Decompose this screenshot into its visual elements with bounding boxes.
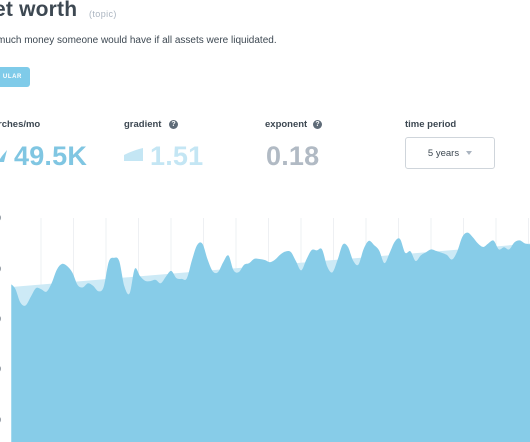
time-period-select[interactable]: 5 years bbox=[405, 137, 495, 169]
exponent-label: exponent bbox=[265, 119, 308, 130]
searches-value: 49.5K bbox=[14, 141, 88, 171]
volume-area bbox=[10, 232, 530, 442]
question-circle-icon[interactable]: ? bbox=[313, 120, 322, 129]
gradient-wedge-icon bbox=[124, 148, 143, 161]
searches-label: rches/mo bbox=[0, 119, 41, 130]
question-circle-icon[interactable]: ? bbox=[169, 120, 178, 129]
y-tick-label: 0 bbox=[0, 364, 1, 374]
time-period-label: time period bbox=[405, 119, 457, 130]
y-tick-label: 0 bbox=[0, 213, 1, 223]
gradient-value: 1.51 bbox=[150, 141, 204, 171]
chevron-down-icon bbox=[466, 151, 473, 155]
tab-button[interactable]: ULAR bbox=[0, 67, 30, 87]
tab-button-label: ULAR bbox=[2, 74, 22, 80]
y-tick-label: 0 bbox=[0, 314, 1, 324]
exponent-value: 0.18 bbox=[266, 141, 320, 171]
page-title: et worth bbox=[0, 0, 78, 21]
gradient-label: gradient bbox=[124, 119, 162, 130]
topic-badge: (topic) bbox=[89, 9, 117, 19]
search-volume-chart: 0 0 0 0 0 bbox=[0, 200, 530, 442]
y-tick-label: 0 bbox=[0, 264, 1, 274]
topic-description: much money someone would have if all ass… bbox=[0, 35, 277, 46]
y-tick-label: 0 bbox=[0, 415, 1, 425]
time-period-selected: 5 years bbox=[427, 147, 460, 159]
y-axis-ticks: 0 0 0 0 0 bbox=[0, 213, 1, 425]
trend-up-icon bbox=[0, 150, 7, 162]
